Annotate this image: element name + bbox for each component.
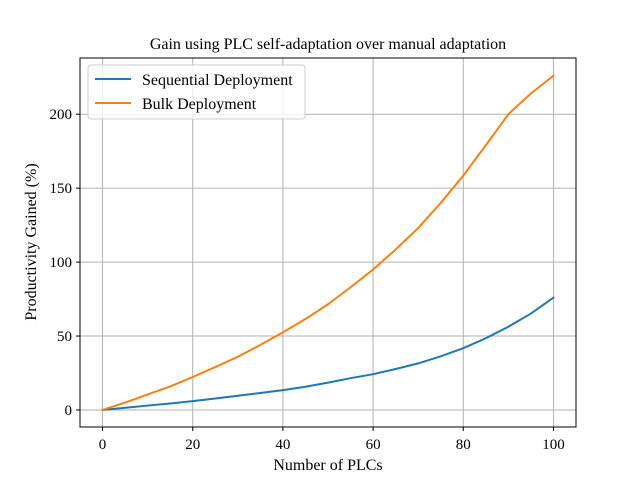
x-tick-label: 0	[99, 437, 107, 453]
x-tick-label: 60	[366, 437, 381, 453]
x-axis-label: Number of PLCs	[273, 457, 382, 474]
series-line-bulk-deployment	[101, 74, 555, 412]
x-tick-label: 80	[456, 437, 471, 453]
legend-label-sequential-deployment: Sequential Deployment	[142, 72, 293, 89]
legend-box	[87, 64, 306, 120]
axis-ticks: 0 20 40 60 80 100 0 50 100 150 200	[50, 107, 565, 453]
y-tick-label: 0	[65, 403, 73, 419]
legend: Sequential Deployment Bulk Deployment	[87, 64, 306, 120]
series-line-sequential-deployment	[101, 296, 555, 412]
y-tick-label: 100	[50, 255, 73, 271]
x-tick-label: 20	[185, 437, 200, 453]
x-tick-label: 40	[275, 437, 290, 453]
plot-area-frame	[79, 57, 577, 428]
y-tick-label: 200	[50, 107, 73, 123]
series-lines	[101, 74, 555, 412]
legend-label-bulk-deployment: Bulk Deployment	[142, 96, 257, 113]
y-axis-label: Productivity Gained (%)	[23, 163, 40, 320]
x-tick-label: 100	[542, 437, 565, 453]
y-tick-label: 150	[50, 181, 73, 197]
y-tick-label: 50	[57, 329, 72, 345]
chart-title: Gain using PLC self-adaptation over manu…	[150, 36, 506, 53]
